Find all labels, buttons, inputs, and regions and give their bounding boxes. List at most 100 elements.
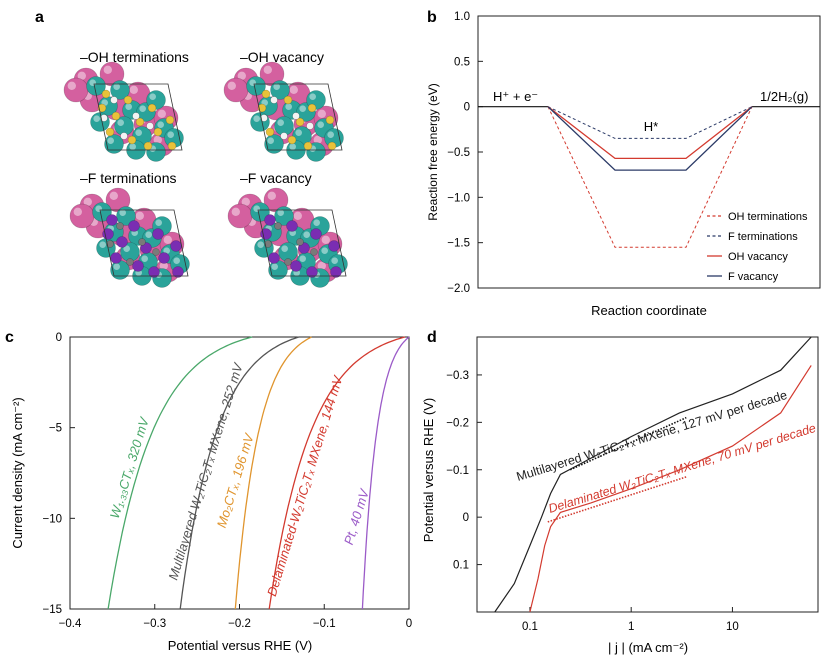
structure-metal-atom [250,202,270,222]
structure-small-atom [100,114,108,122]
structure-large-atom-highlight [163,235,172,244]
panel-b-series-f-vacancy [547,106,753,171]
structure-unit-cell [93,83,183,151]
structure-large-atom-highlight [129,85,138,95]
structure-metal-atom-highlight [119,209,127,216]
structure-termination-atom [172,266,184,278]
structure-metal-atom-highlight [281,245,288,252]
structure-small-atom [138,238,146,246]
panel-d-y-tick-label: 0 [463,512,469,524]
structure-termination-atom [105,127,115,137]
structure-termination-atom [170,240,182,252]
structure-metal-atom-highlight [95,205,103,212]
structure-metal-atom-highlight [141,255,148,262]
panel-label-d: d [427,329,437,346]
structure-metal-atom-highlight [295,129,302,136]
structure-large-atom-highlight [293,211,302,220]
structure-metal-atom-highlight [253,205,260,212]
structure-small-atom [132,112,140,120]
panel-d-curve-delaminated [529,365,812,613]
panel-d-label-delaminated: Delaminated W₂TiC₂Tₓ MXene, 70 mV per de… [547,421,818,516]
panel-b-legend: OH terminations F terminations OH vacancy F… [707,211,808,283]
panel-d-x-axis-label: | j | (mA cm⁻²) [608,640,688,655]
structure-metal-atom-highlight [157,121,164,128]
structure-termination-atom [158,252,170,264]
panel-b-energy-lines [478,106,820,248]
structure-large-atom-highlight [227,81,236,91]
structure-metal-atom-highlight [135,129,142,136]
structure-large-atom-highlight [317,109,326,119]
structure-termination-atom [167,141,177,151]
panel-b-y-ticks: 1.0 0.5 0 −0.5 −1.0 −1.5 −2.0 [447,11,483,295]
structure-small-atom [280,132,288,140]
structure-large-atom-highlight [313,135,322,144]
structure-small-atom [152,248,160,256]
structure-termination-atom [116,236,128,248]
structure-termination-atom [132,260,144,272]
structure-large-atom [227,203,253,229]
structure-termination-atom [123,95,133,105]
structure-metal-atom-highlight [125,103,132,111]
structure-termination-atom [147,103,157,113]
structure-unit-cell [257,209,347,277]
structure-f-vacancy-image [227,187,348,288]
structure-large-atom-highlight [263,65,272,75]
panel-d-plot-frame [476,336,819,613]
state-label-final: 1/2H₂(g) [760,89,808,104]
structure-metal-atom-highlight [289,143,296,150]
structure-metal-atom-highlight [313,219,320,226]
structure-metal-atom-highlight [167,131,174,138]
panel-label-c: c [5,329,14,346]
panel-c-y-tick-label: −10 [42,513,62,525]
panel-c-x-tick-label: −0.4 [59,618,82,630]
structure-metal-atom-highlight [327,131,334,138]
state-label-initial: H⁺ + e⁻ [493,89,538,104]
panel-c-y-tick-label: −5 [49,423,62,435]
structure-metal-atom-highlight [253,115,260,123]
panel-b-y-tick-label: −2.0 [447,283,470,295]
panel-c-y-tick-label: 0 [56,332,62,344]
panel-c-x-tick-label: 0 [406,618,412,630]
structure-oh-vacancy-image [223,61,344,162]
structure-termination-atom [135,117,145,127]
structure-termination-atom [110,252,122,264]
panel-d-curve-multilayered [494,336,812,613]
structure-metal-atom-highlight [113,83,121,91]
structure-large-atom-highlight [241,197,250,206]
structure-termination-atom [303,141,313,151]
structure-unit-cell [99,209,189,277]
panel-d-tafel-fit-delaminated [547,476,687,523]
structure-small-atom [310,248,318,256]
structure-termination-atom [165,115,175,125]
panel-b-series-oh-vacancy [547,106,753,159]
panel-c-y-axis-label: Current density (mA cm⁻²) [10,397,25,548]
structure-large-atom-highlight [109,191,119,200]
structure-metal-atom [104,134,124,154]
structure-termination-atom [310,228,322,240]
panel-b-x-axis-label: Reaction coordinate [591,303,707,318]
structure-metal-atom-highlight [113,263,121,270]
structure-label-f-terminations: –F terminations [80,170,176,186]
structure-large-atom [223,77,249,103]
panel-d-x-tick-label: 0.1 [522,621,538,633]
structure-metal-atom [110,80,130,100]
panel-label-b: b [427,9,437,26]
panel-b-legend-label: F vacancy [728,271,779,283]
structure-oh-terminations-image [63,61,184,162]
structure-termination-atom [97,103,107,113]
structure-small-atom [264,240,272,248]
structure-label-oh-terminations: –OH terminations [80,49,189,65]
panel-b-y-tick-label: −1.0 [447,192,470,204]
structure-large-atom-highlight [317,261,326,270]
structure-large-atom-highlight [67,81,77,91]
structure-metal-atom-highlight [107,137,115,144]
structure-termination-atom [143,141,153,151]
structure-large-atom [69,203,95,229]
panel-c-curve [268,336,405,610]
structure-metal-atom-highlight [117,119,125,127]
structure-metal-atom-highlight [129,143,136,150]
structure-small-atom [106,240,114,248]
structure-termination-atom [287,135,297,145]
structure-small-atom [110,96,118,104]
